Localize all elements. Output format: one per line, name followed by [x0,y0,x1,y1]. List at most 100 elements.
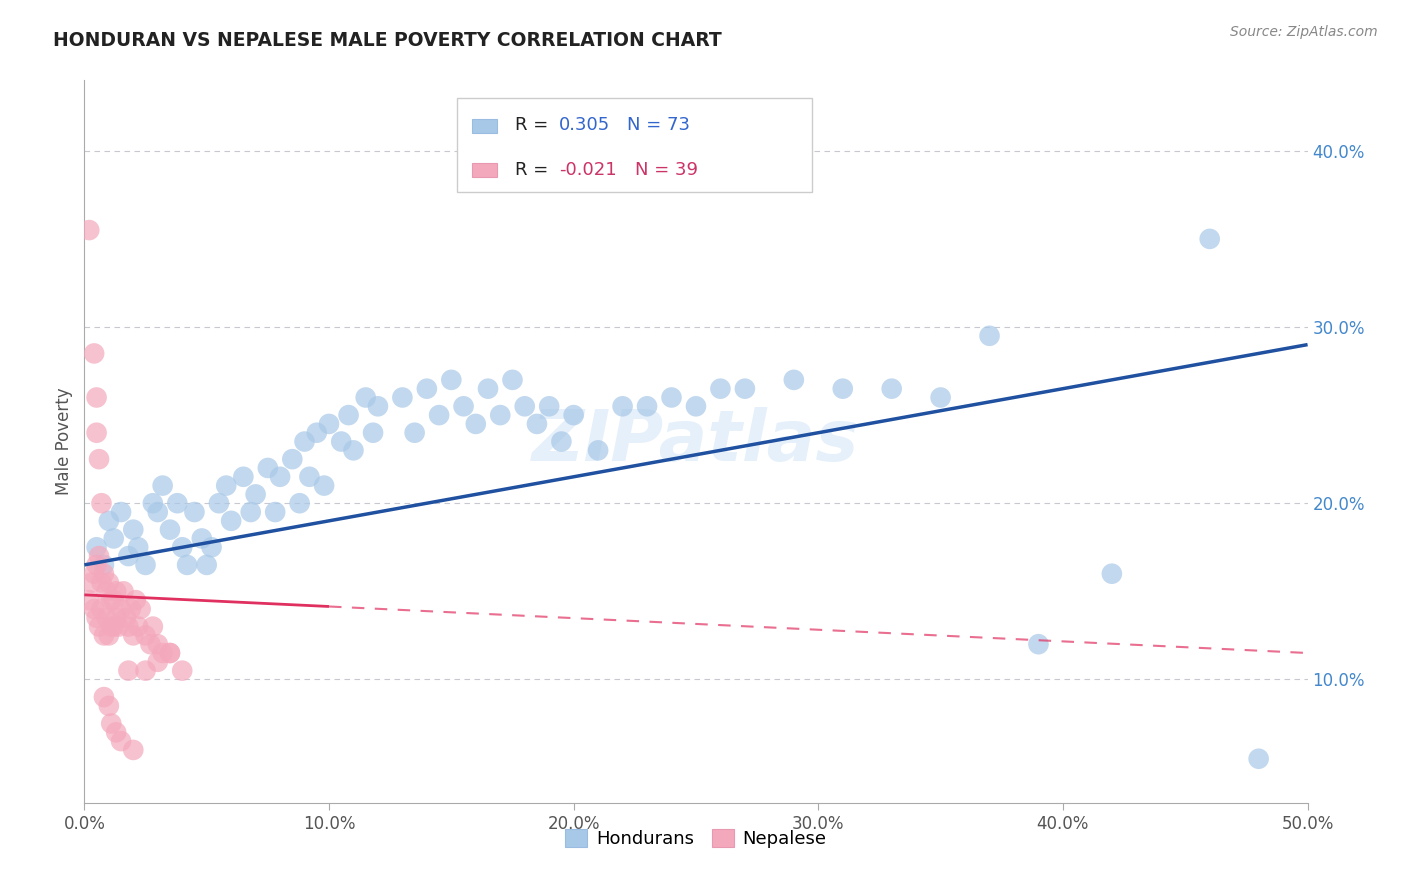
Point [734,382,756,396]
Point [367,399,389,413]
Point [142,496,165,510]
Point [135,628,157,642]
Point [305,425,328,440]
Point [1198,232,1220,246]
Point [93,558,115,572]
Point [502,373,524,387]
Point [191,532,214,546]
Point [298,470,321,484]
Text: Source: ZipAtlas.com: Source: ZipAtlas.com [1230,25,1378,39]
Point [831,382,853,396]
Point [1101,566,1123,581]
Point [86,558,108,572]
Point [550,434,572,449]
Point [929,391,952,405]
Point [464,417,486,431]
Point [427,408,450,422]
Point [139,637,162,651]
Point [453,399,475,413]
Point [166,496,188,510]
Point [83,346,105,360]
Point [342,443,364,458]
Point [200,541,222,555]
Point [87,619,110,633]
Point [330,434,353,449]
Point [239,505,262,519]
Point [127,619,149,633]
Point [314,478,336,492]
Text: HONDURAN VS NEPALESE MALE POVERTY CORRELATION CHART: HONDURAN VS NEPALESE MALE POVERTY CORREL… [53,31,723,50]
Point [86,425,108,440]
Point [93,566,115,581]
Point [97,698,120,713]
Point [97,514,120,528]
Point [219,514,242,528]
Point [391,391,413,405]
Point [125,593,148,607]
Point [105,584,128,599]
Point [526,417,548,431]
Point [612,399,634,413]
Point [87,549,110,563]
Point [183,505,205,519]
Point [122,523,145,537]
Point [1028,637,1050,651]
Point [361,425,384,440]
Point [152,478,174,492]
Point [77,593,100,607]
Point [110,602,132,616]
Point [122,628,145,642]
Text: N = 39: N = 39 [636,161,697,178]
Point [97,575,120,590]
Point [103,619,125,633]
Point [513,399,536,413]
Point [86,391,108,405]
Point [159,523,181,537]
Point [318,417,340,431]
Point [105,725,128,739]
Point [257,461,280,475]
Point [117,619,139,633]
Point [117,664,139,678]
Point [1247,752,1270,766]
Point [83,602,105,616]
Point [783,373,806,387]
Point [404,425,426,440]
Point [127,541,149,555]
Point [440,373,463,387]
Point [135,558,157,572]
Point [489,408,512,422]
Point [294,434,316,449]
Point [337,408,360,422]
Text: R =: R = [515,116,554,135]
Point [86,611,108,625]
Text: 0.305: 0.305 [560,116,610,135]
Point [269,470,291,484]
Point [281,452,304,467]
Point [135,664,157,678]
Y-axis label: Male Poverty: Male Poverty [55,388,73,495]
Point [152,646,174,660]
Point [120,602,142,616]
Point [96,584,118,599]
Point [159,646,181,660]
Point [562,408,585,422]
Point [93,628,115,642]
Text: R =: R = [515,161,554,178]
Point [142,619,165,633]
Point [86,541,108,555]
Point [100,716,122,731]
Point [636,399,658,413]
Point [87,452,110,467]
Point [96,611,118,625]
Point [90,575,112,590]
Point [159,646,181,660]
Point [245,487,267,501]
Point [215,478,238,492]
Point [661,391,683,405]
Text: -0.021: -0.021 [560,161,617,178]
Point [103,593,125,607]
Point [354,391,377,405]
Point [146,505,169,519]
Point [100,593,122,607]
